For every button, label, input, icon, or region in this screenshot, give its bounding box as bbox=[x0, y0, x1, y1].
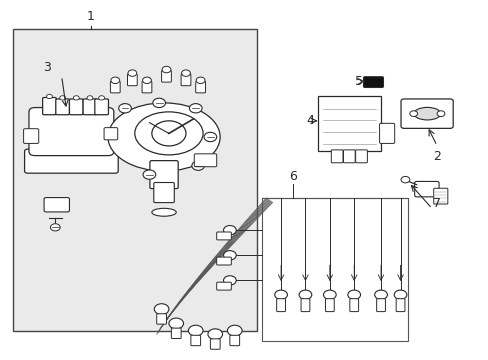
FancyBboxPatch shape bbox=[29, 108, 114, 156]
Circle shape bbox=[99, 96, 104, 100]
FancyBboxPatch shape bbox=[142, 81, 152, 93]
Circle shape bbox=[436, 111, 444, 117]
FancyBboxPatch shape bbox=[157, 314, 166, 324]
FancyBboxPatch shape bbox=[216, 257, 231, 265]
Circle shape bbox=[203, 132, 216, 141]
Bar bbox=[13, 30, 256, 330]
Circle shape bbox=[223, 226, 236, 235]
FancyBboxPatch shape bbox=[301, 299, 309, 312]
Circle shape bbox=[60, 96, 65, 100]
FancyBboxPatch shape bbox=[229, 335, 239, 346]
FancyBboxPatch shape bbox=[355, 150, 366, 163]
Ellipse shape bbox=[108, 103, 220, 171]
Circle shape bbox=[374, 290, 386, 300]
FancyBboxPatch shape bbox=[194, 154, 216, 167]
Circle shape bbox=[162, 66, 170, 73]
Circle shape bbox=[188, 325, 203, 336]
Circle shape bbox=[400, 176, 409, 183]
Text: 6: 6 bbox=[289, 170, 297, 183]
Circle shape bbox=[393, 290, 406, 300]
FancyBboxPatch shape bbox=[69, 99, 83, 115]
FancyBboxPatch shape bbox=[379, 123, 394, 143]
Circle shape bbox=[207, 329, 222, 339]
Text: 7: 7 bbox=[432, 197, 440, 210]
FancyBboxPatch shape bbox=[433, 188, 447, 204]
Circle shape bbox=[142, 77, 151, 84]
FancyBboxPatch shape bbox=[154, 183, 174, 203]
Circle shape bbox=[191, 161, 204, 170]
FancyBboxPatch shape bbox=[343, 150, 354, 163]
Circle shape bbox=[153, 98, 165, 108]
FancyBboxPatch shape bbox=[104, 128, 118, 140]
Circle shape bbox=[189, 104, 202, 113]
FancyBboxPatch shape bbox=[414, 181, 438, 197]
Circle shape bbox=[128, 70, 137, 76]
FancyBboxPatch shape bbox=[42, 98, 56, 115]
Circle shape bbox=[152, 121, 185, 146]
Circle shape bbox=[46, 94, 52, 99]
Circle shape bbox=[196, 77, 204, 84]
FancyBboxPatch shape bbox=[171, 328, 181, 338]
Circle shape bbox=[223, 251, 236, 260]
FancyBboxPatch shape bbox=[181, 74, 190, 86]
Circle shape bbox=[223, 276, 236, 285]
FancyBboxPatch shape bbox=[190, 335, 200, 346]
Circle shape bbox=[111, 77, 120, 84]
Circle shape bbox=[119, 104, 131, 113]
Ellipse shape bbox=[413, 107, 440, 120]
FancyBboxPatch shape bbox=[161, 71, 171, 82]
Circle shape bbox=[274, 290, 287, 300]
FancyBboxPatch shape bbox=[349, 299, 358, 312]
FancyBboxPatch shape bbox=[150, 161, 178, 189]
FancyBboxPatch shape bbox=[363, 77, 383, 87]
FancyBboxPatch shape bbox=[216, 232, 231, 240]
Circle shape bbox=[87, 96, 93, 100]
FancyBboxPatch shape bbox=[330, 150, 342, 163]
FancyBboxPatch shape bbox=[44, 198, 69, 212]
Ellipse shape bbox=[135, 112, 203, 155]
Circle shape bbox=[73, 96, 79, 100]
Circle shape bbox=[409, 111, 417, 117]
FancyBboxPatch shape bbox=[23, 129, 39, 143]
Circle shape bbox=[168, 318, 183, 329]
FancyBboxPatch shape bbox=[56, 99, 69, 115]
FancyBboxPatch shape bbox=[325, 299, 333, 312]
Circle shape bbox=[181, 70, 190, 76]
Text: 5: 5 bbox=[354, 75, 363, 88]
Circle shape bbox=[323, 290, 335, 300]
Text: 4: 4 bbox=[306, 114, 314, 127]
FancyBboxPatch shape bbox=[216, 282, 231, 290]
Text: 1: 1 bbox=[87, 10, 95, 23]
Circle shape bbox=[154, 304, 168, 315]
Text: 2: 2 bbox=[432, 150, 440, 163]
FancyBboxPatch shape bbox=[83, 99, 97, 115]
Circle shape bbox=[299, 290, 311, 300]
Circle shape bbox=[50, 224, 60, 231]
Bar bbox=[317, 96, 380, 151]
FancyBboxPatch shape bbox=[395, 299, 404, 312]
Circle shape bbox=[347, 290, 360, 300]
FancyBboxPatch shape bbox=[376, 299, 385, 312]
Ellipse shape bbox=[152, 208, 176, 216]
FancyBboxPatch shape bbox=[400, 99, 452, 129]
FancyBboxPatch shape bbox=[95, 99, 108, 115]
Circle shape bbox=[143, 170, 156, 179]
FancyBboxPatch shape bbox=[110, 81, 120, 93]
Bar bbox=[261, 198, 407, 341]
FancyBboxPatch shape bbox=[24, 149, 118, 173]
Circle shape bbox=[227, 325, 242, 336]
FancyBboxPatch shape bbox=[195, 81, 205, 93]
FancyBboxPatch shape bbox=[276, 299, 285, 312]
Text: 3: 3 bbox=[43, 60, 51, 73]
FancyBboxPatch shape bbox=[127, 74, 137, 86]
FancyBboxPatch shape bbox=[210, 339, 220, 349]
